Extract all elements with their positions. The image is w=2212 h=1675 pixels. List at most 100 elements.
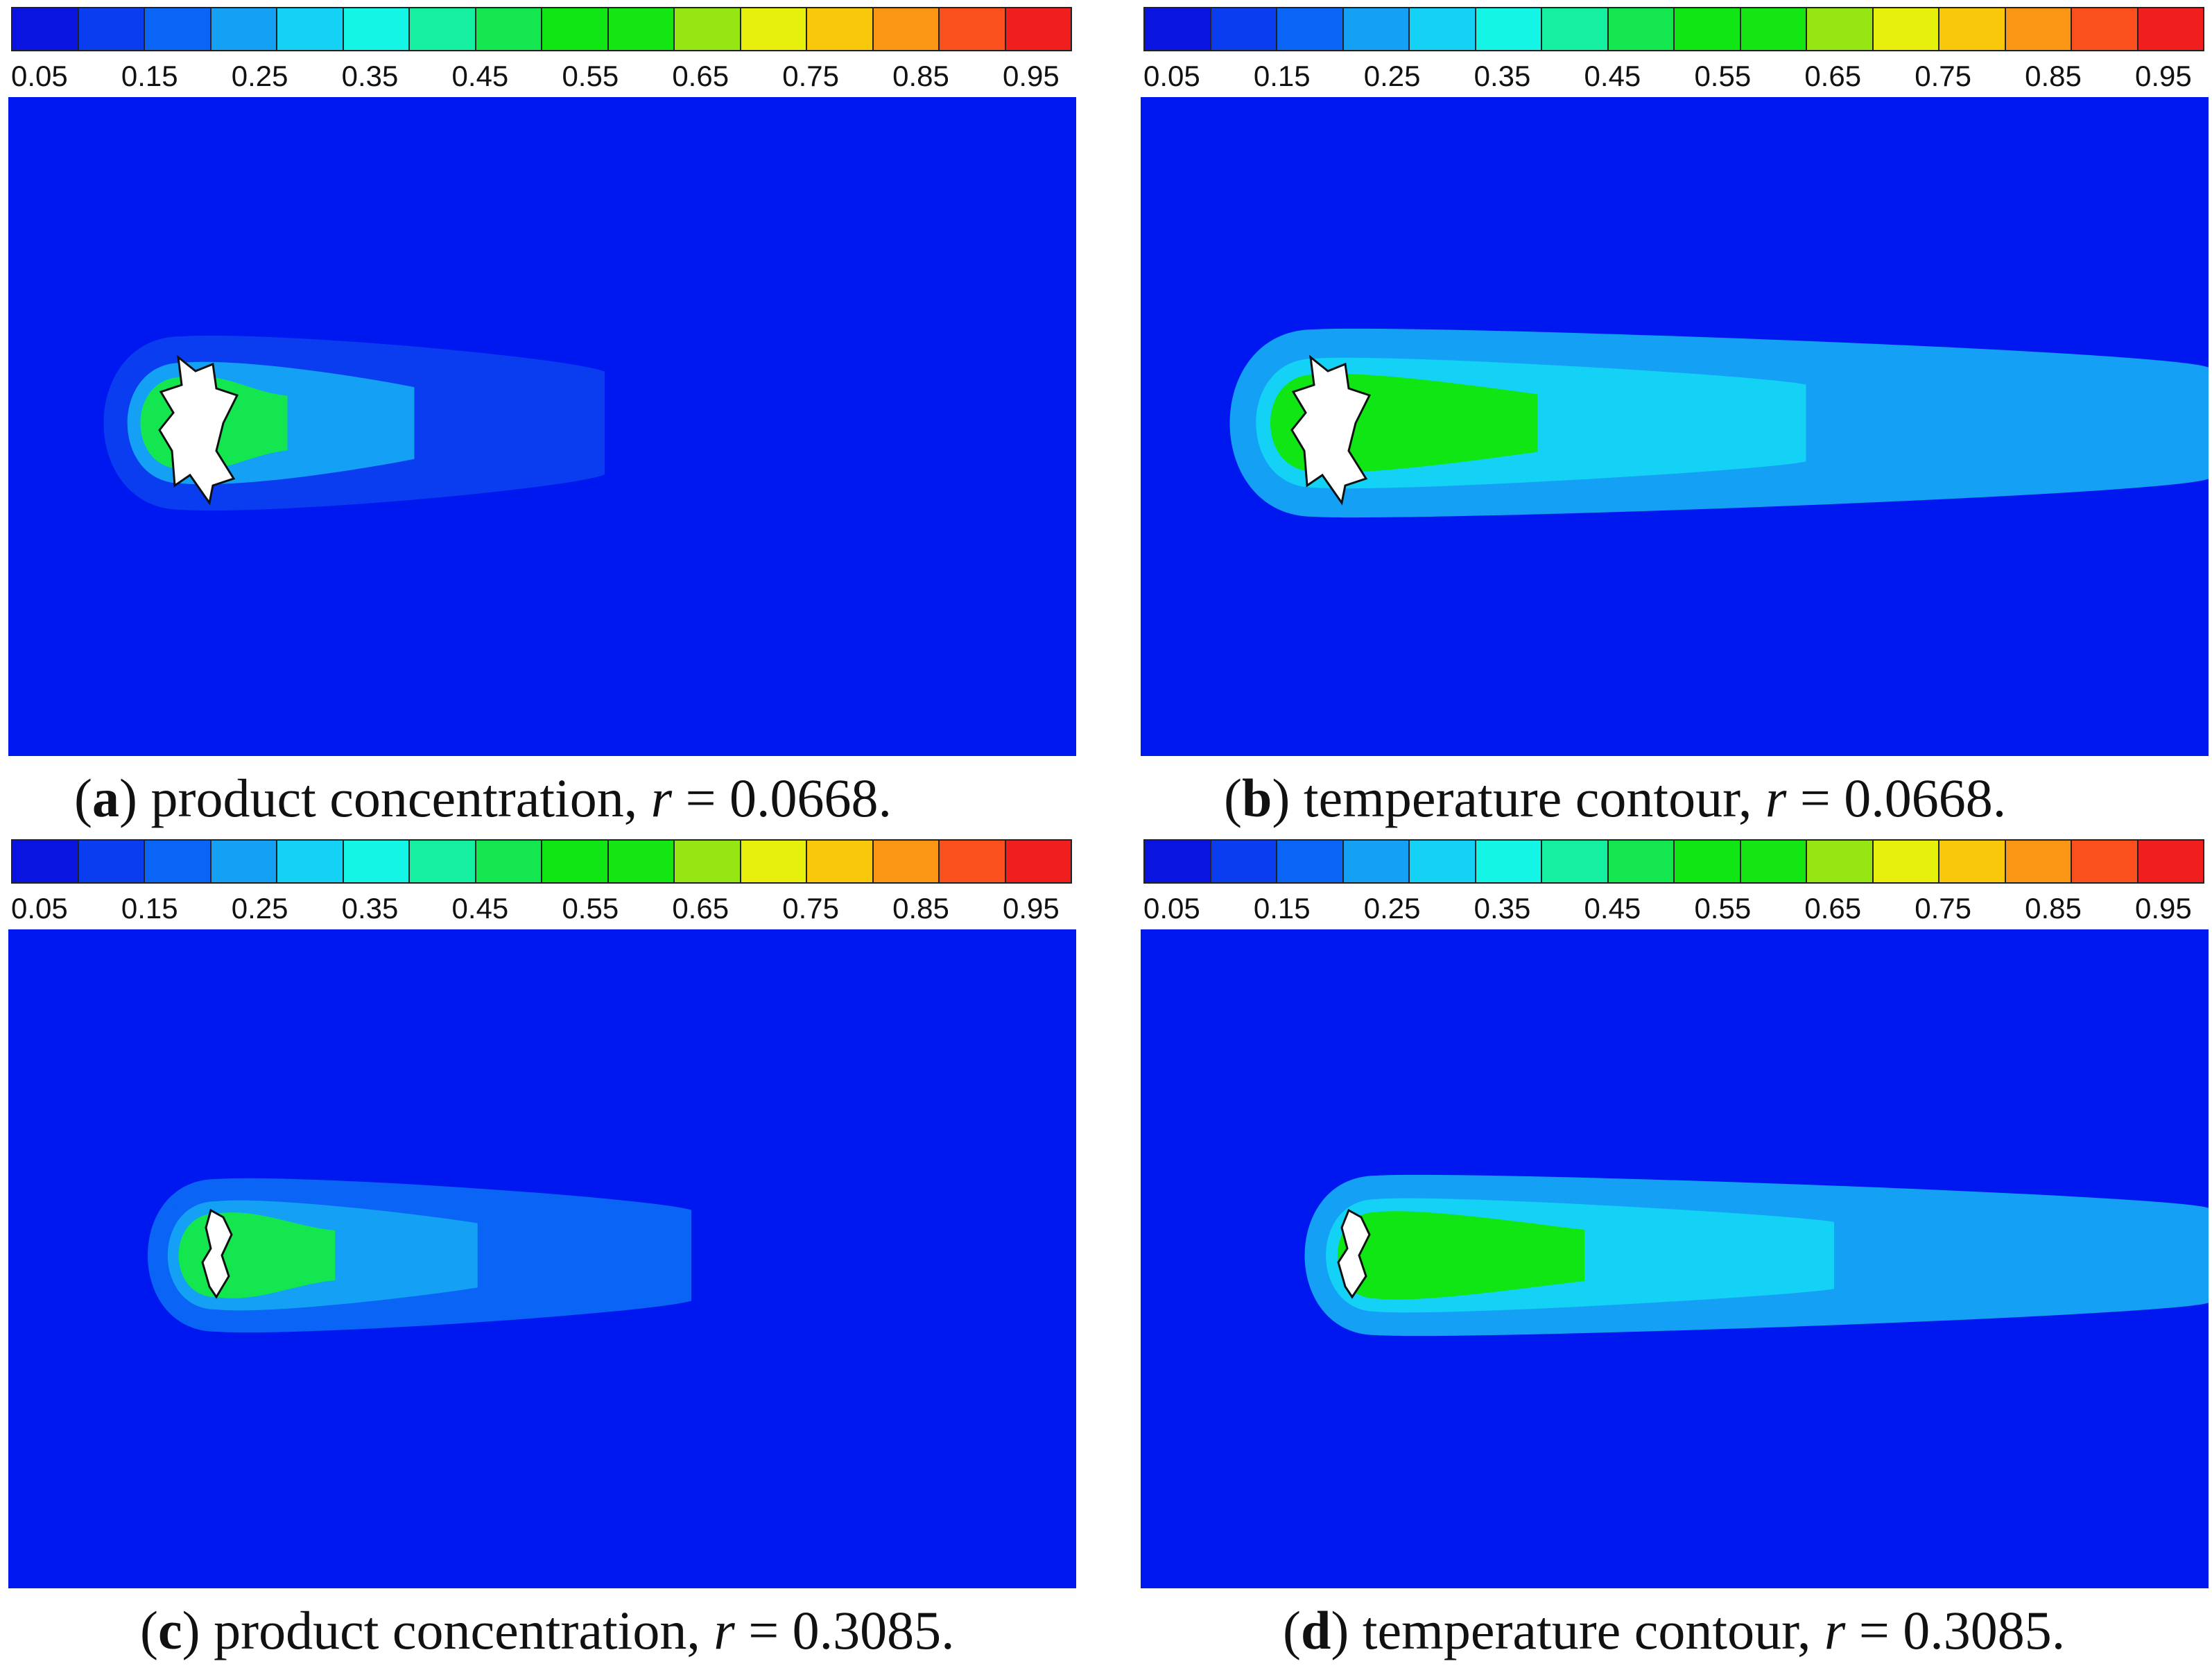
- colorbar-tick-label: 0.35: [341, 60, 399, 92]
- colorbar-tick-label: 0.15: [121, 60, 178, 92]
- colorbar-swatch: [2138, 8, 2203, 50]
- colorbar-tick-label: 0.05: [11, 60, 68, 92]
- colorbar-swatch: [807, 8, 874, 50]
- panel-label: b: [1241, 768, 1272, 828]
- r-value-text: = 0.3085.: [734, 1600, 955, 1660]
- colorbar-tick-label: 0.75: [1915, 892, 1971, 925]
- r-symbol: r: [1824, 1600, 1846, 1660]
- colorbar-ticks: 0.05 0.15 0.25 0.35 0.45 0.55 0.65 0.75 0.85 0.95: [8, 60, 1076, 94]
- colorbar: [11, 7, 1072, 51]
- colorbar-swatch: [2005, 841, 2072, 882]
- panel-label: d: [1300, 1600, 1331, 1660]
- colorbar-swatch: [675, 841, 741, 882]
- colorbar-tick-label: 0.65: [672, 892, 729, 925]
- colorbar-tick-label: 0.15: [1253, 892, 1311, 925]
- colorbar-tick-label: 0.05: [11, 892, 68, 925]
- plume-band-3: [1337, 1211, 1584, 1300]
- colorbar-swatch: [1476, 8, 1542, 50]
- colorbar-tick-label: 0.45: [451, 60, 509, 92]
- caption: (b) temperature contour, r = 0.0668.: [1224, 768, 2007, 828]
- colorbar-swatch: [608, 841, 675, 882]
- colorbar-tick-label: 0.55: [562, 892, 619, 925]
- colorbar-tick-label: 0.45: [1584, 60, 1641, 92]
- colorbar-tick-label: 0.15: [1253, 60, 1311, 92]
- colorbar-tick-label: 0.45: [451, 892, 509, 925]
- colorbar-swatch: [410, 841, 476, 882]
- colorbar-tick-label: 0.75: [782, 892, 839, 925]
- colorbar-swatch: [873, 8, 940, 50]
- colorbar-swatch: [1740, 8, 1807, 50]
- colorbar-tick-label: 0.25: [1363, 60, 1421, 92]
- colorbar-swatch: [1005, 8, 1071, 50]
- colorbar-tick-label: 0.55: [562, 60, 619, 92]
- colorbar-swatch: [1939, 841, 2006, 882]
- colorbar-swatch: [1277, 8, 1344, 50]
- panel-label: a: [92, 768, 119, 828]
- contour-plot: [8, 929, 1076, 1588]
- colorbar-swatch: [1211, 8, 1277, 50]
- colorbar-swatch: [12, 8, 79, 50]
- colorbar-swatch: [741, 8, 807, 50]
- colorbar-swatch: [542, 8, 609, 50]
- colorbar-swatch: [1807, 8, 1874, 50]
- colorbar-tick-label: 0.85: [892, 60, 949, 92]
- colorbar-tick-label: 0.35: [341, 892, 399, 925]
- colorbar-swatch: [12, 841, 79, 882]
- colorbar-tick-label: 0.05: [1143, 892, 1200, 925]
- panel-a: 0.05 0.15 0.25 0.35 0.45 0.55 0.65 0.75 0.85 0.95…: [8, 7, 1076, 828]
- colorbar-swatch: [1145, 8, 1211, 50]
- colorbar-swatch: [741, 841, 807, 882]
- colorbar-swatch: [1675, 841, 1741, 882]
- colorbar-swatch: [1608, 841, 1675, 882]
- colorbar-swatch: [2072, 8, 2138, 50]
- colorbar-swatch: [1542, 841, 1609, 882]
- particle-obstacle: [1290, 354, 1372, 506]
- colorbar-swatch: [145, 8, 211, 50]
- contour-plot: [1141, 929, 2209, 1588]
- panel-c: 0.05 0.15 0.25 0.35 0.45 0.55 0.65 0.75 0.85 0.95…: [8, 839, 1076, 1660]
- r-value-text: = 0.0668.: [672, 768, 892, 828]
- colorbar-swatch: [2005, 8, 2072, 50]
- contour-plot: [8, 97, 1076, 756]
- colorbar-swatch: [2138, 841, 2203, 882]
- colorbar-tick-label: 0.95: [2135, 60, 2192, 92]
- colorbar-swatch: [211, 841, 277, 882]
- colorbar-tick-label: 0.05: [1143, 60, 1200, 92]
- colorbar-swatch: [1675, 8, 1741, 50]
- colorbar-swatch: [1005, 841, 1071, 882]
- particle-obstacle: [201, 1208, 233, 1299]
- colorbar-swatch: [78, 8, 145, 50]
- panel-label: c: [157, 1600, 182, 1660]
- colorbar-swatch: [1277, 841, 1344, 882]
- colorbar-swatch: [1476, 841, 1542, 882]
- colorbar-swatch: [542, 841, 609, 882]
- colorbar-swatch: [343, 8, 410, 50]
- colorbar-tick-label: 0.35: [1474, 892, 1531, 925]
- colorbar-tick-label: 0.65: [1804, 892, 1862, 925]
- caption-text: product concentration,: [214, 1600, 714, 1660]
- colorbar-swatch: [1211, 841, 1277, 882]
- colorbar-swatch: [145, 841, 211, 882]
- caption: (d) temperature contour, r = 0.3085.: [1283, 1600, 2066, 1660]
- colorbar-ticks: 0.05 0.15 0.25 0.35 0.45 0.55 0.65 0.75 0.85 0.95: [1141, 60, 2209, 94]
- r-value-text: = 0.3085.: [1845, 1600, 2066, 1660]
- colorbar-swatch: [2072, 841, 2138, 882]
- colorbar-swatch: [1542, 8, 1609, 50]
- particle-obstacle: [1337, 1208, 1371, 1299]
- colorbar-ticks: 0.05 0.15 0.25 0.35 0.45 0.55 0.65 0.75 0.85 0.95: [1141, 892, 2209, 927]
- colorbar-tick-label: 0.95: [1003, 60, 1060, 92]
- colorbar-tick-label: 0.25: [1363, 892, 1421, 925]
- colorbar: [1143, 7, 2204, 51]
- colorbar-swatch: [1807, 841, 1874, 882]
- colorbar-tick-label: 0.85: [892, 892, 949, 925]
- colorbar-swatch: [277, 841, 344, 882]
- panel-d: 0.05 0.15 0.25 0.35 0.45 0.55 0.65 0.75 0.85 0.95…: [1141, 839, 2209, 1660]
- colorbar-swatch: [1410, 8, 1476, 50]
- colorbar-tick-label: 0.15: [121, 892, 178, 925]
- colorbar-swatch: [608, 8, 675, 50]
- particle-obstacle: [158, 354, 239, 506]
- colorbar-tick-label: 0.85: [2025, 892, 2082, 925]
- colorbar-swatch: [476, 841, 542, 882]
- colorbar-swatch: [675, 8, 741, 50]
- colorbar-swatch: [78, 841, 145, 882]
